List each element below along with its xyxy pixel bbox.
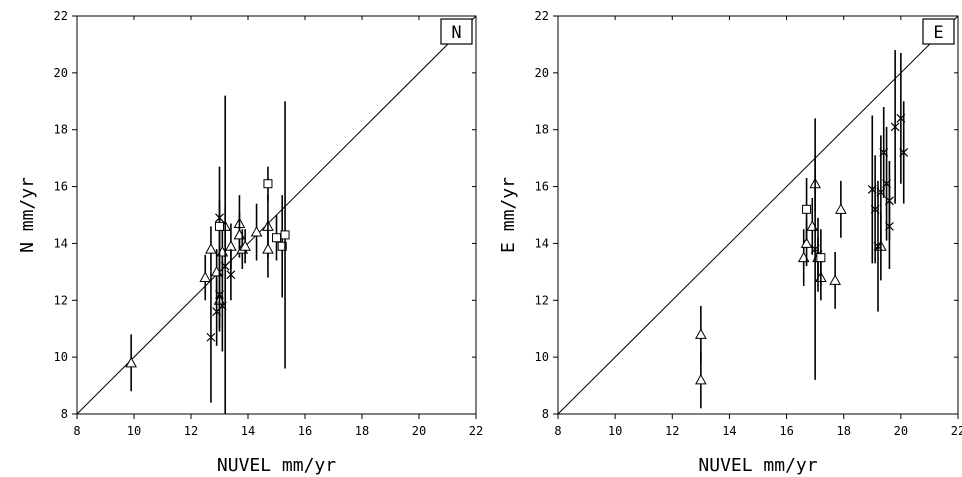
x-tick-label: 20 [894,424,908,438]
triangle-point [199,271,212,283]
x-tick-label: 12 [665,424,679,438]
y-tick-label: 14 [535,236,549,250]
y-axis-label: E mm/yr [498,177,519,253]
triangle-point [695,328,707,339]
triangle-point [250,226,263,237]
x-tick-label: 18 [355,424,369,438]
y-tick-label: 20 [54,66,68,80]
y-tick-label: 12 [535,293,549,307]
y-tick-label: 22 [535,9,549,23]
triangle-point [835,203,847,214]
y-tick-label: 14 [54,236,68,250]
triangle-point [225,240,237,251]
y-tick-label: 8 [61,407,68,421]
y-tick-label: 18 [535,123,549,137]
y-tick-label: 22 [54,9,68,23]
x-tick-label: 8 [554,424,561,438]
x-tick-label: 20 [412,424,426,438]
square-point [277,241,287,251]
x-axis-label: NUVEL mm/yr [217,455,336,476]
square-point [802,204,812,214]
panel-label-box [440,18,473,45]
cross-point [220,261,230,271]
x-tick-label: 10 [608,424,622,438]
cross-point [206,332,216,342]
x-tick-label: 22 [469,424,483,438]
square-point [816,253,826,263]
x-tick-label: 16 [779,424,793,438]
x-tick-label: 16 [298,424,312,438]
triangle-point [695,373,707,385]
square-point [272,233,281,243]
x-tick-label: 10 [127,424,141,438]
plot-frame [76,15,477,415]
y-tick-label: 8 [542,407,549,421]
cross-point [226,270,236,280]
panel-label: E [933,23,943,43]
reference-line [557,15,959,415]
x-axis-label: NUVEL mm/yr [698,455,817,476]
x-tick-label: 18 [836,424,850,438]
y-tick-label: 20 [535,66,549,80]
plot-frame [557,15,959,415]
y-tick-label: 16 [535,180,549,194]
cross-point [899,148,909,157]
triangle-point [829,274,841,285]
chart-panel-n: NUVEL mm/yr N mm/yr 8 10 12 14 16 18 20 22 8 10 12… [17,9,483,476]
x-tick-label: 14 [722,424,736,438]
triangle-point [262,243,274,254]
triangle-point [205,243,217,254]
y-tick-label: 16 [54,180,68,194]
y-axis-label: N mm/yr [17,177,38,253]
cross-point [890,122,900,132]
triangle-point [800,237,813,248]
cross-point [885,221,894,231]
y-tick-label: 12 [54,293,68,307]
x-tick-label: 12 [184,424,198,438]
square-point [215,221,224,231]
square-point [280,230,290,240]
y-tick-label: 18 [54,123,68,137]
y-tick-label: 10 [54,350,68,364]
x-tick-label: 8 [73,424,80,438]
panel-label: N [451,23,461,43]
y-tick-label: 10 [535,350,549,364]
chart-panel-e: NUVEL mm/yr E mm/yr 8 10 12 14 16 18 20 22 8 10 12… [498,9,962,476]
panel-label-box [922,18,955,45]
triangle-point [239,240,251,251]
x-tick-label: 22 [951,424,962,438]
triangle-point [125,356,137,368]
x-tick-label: 14 [241,424,255,438]
square-point [263,179,273,189]
